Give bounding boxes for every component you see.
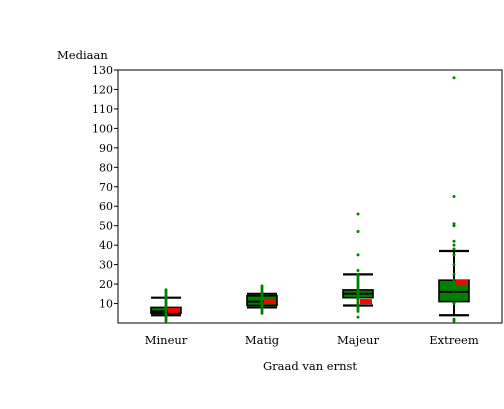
y-tick-label: 130	[92, 64, 113, 77]
x-axis-categories: Mineur Matig Majeur Extreem	[145, 333, 479, 347]
data-point	[356, 230, 360, 234]
box-mineur	[150, 288, 182, 323]
data-point	[356, 272, 360, 276]
box-series	[150, 76, 470, 323]
mean-marker	[360, 299, 372, 305]
y-tick-label: 110	[92, 103, 113, 116]
y-tick-label: 10	[99, 298, 113, 311]
mean-marker	[456, 279, 468, 285]
data-point	[356, 253, 360, 257]
y-tick-label: 70	[99, 181, 113, 194]
plot-area-frame	[117, 69, 503, 324]
x-category-label: Extreem	[429, 333, 479, 347]
y-tick-label: 20	[99, 278, 113, 291]
data-point	[164, 288, 168, 292]
data-point	[356, 315, 360, 319]
data-point	[452, 263, 456, 267]
y-tick-label: 100	[92, 122, 113, 135]
x-category-label: Mineur	[145, 333, 188, 347]
data-point	[452, 278, 456, 282]
y-tick-label: 80	[99, 161, 113, 174]
data-point	[260, 284, 264, 288]
y-tick-label: 50	[99, 220, 113, 233]
box-matig	[246, 284, 278, 315]
data-point	[452, 247, 456, 251]
x-category-label: Majeur	[337, 333, 379, 347]
data-point	[356, 212, 360, 216]
y-axis-label: Mediaan	[57, 48, 108, 62]
data-point	[452, 292, 456, 296]
y-axis-ticks: 10 20 30 40 50 60 70 80 90 100 110 120 130	[92, 64, 118, 311]
box-majeur	[342, 212, 374, 319]
mean-marker	[264, 299, 276, 305]
data-point	[452, 239, 456, 243]
data-point	[452, 286, 456, 290]
y-tick-label: 60	[99, 200, 113, 213]
data-point	[452, 253, 456, 257]
data-point	[452, 317, 456, 321]
y-tick-label: 40	[99, 239, 113, 252]
data-point	[452, 302, 456, 306]
data-point	[452, 282, 456, 286]
data-point	[356, 268, 360, 272]
y-tick-label: 120	[92, 83, 113, 96]
y-tick-label: 30	[99, 259, 113, 272]
data-point	[452, 272, 456, 276]
x-axis-label: Graad van ernst	[263, 359, 357, 373]
x-category-label: Matig	[245, 333, 280, 347]
y-tick-label: 90	[99, 142, 113, 155]
data-point	[452, 222, 456, 226]
data-point	[452, 243, 456, 247]
data-point	[452, 298, 456, 302]
data-point	[452, 195, 456, 198]
mean-marker	[168, 307, 180, 313]
data-point	[452, 76, 456, 80]
box-extreem	[438, 76, 470, 323]
